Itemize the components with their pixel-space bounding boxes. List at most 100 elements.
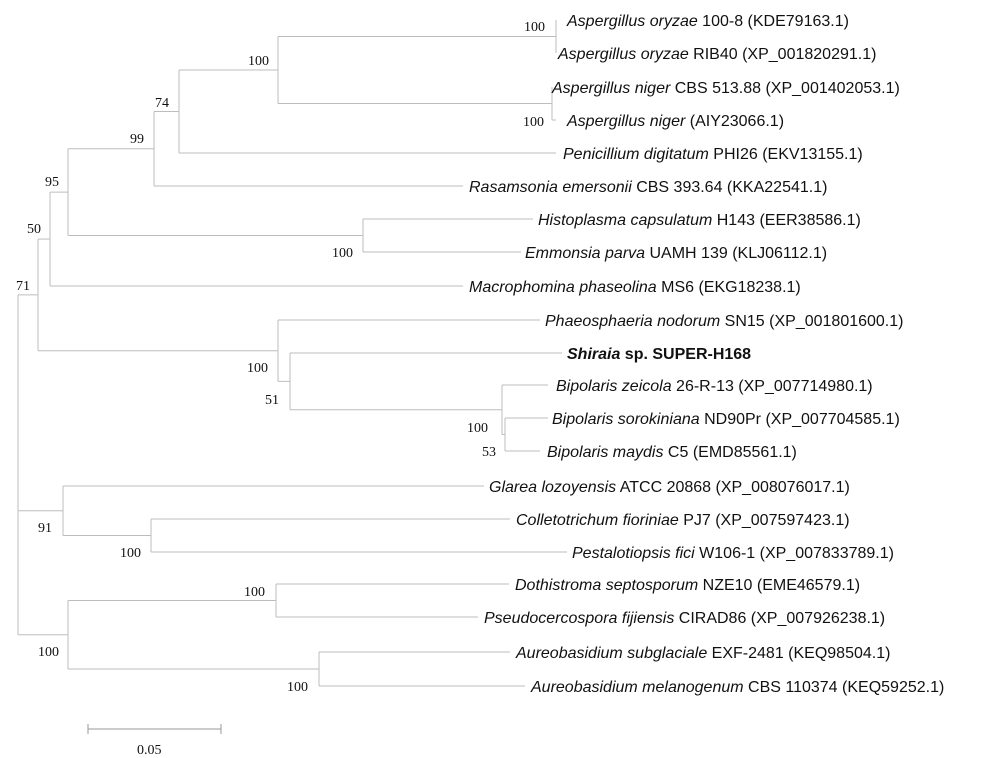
- tip-epithet: niger: [645, 113, 686, 130]
- tip-genus: Histoplasma: [538, 212, 626, 229]
- tip-epithet: lozoyensis: [537, 479, 616, 496]
- bootstrap-shiraia-bipolaris: 51: [265, 393, 279, 408]
- bootstrap-bipolaris-sorokiniana-maydis: 53: [482, 445, 496, 460]
- tip-accession: (AIY23066.1): [685, 113, 784, 130]
- bootstrap-values: 100 100 100 74 99 100 95 50 53 100 51 10…: [16, 20, 545, 695]
- tip-label-5: Rasamsonia emersonii CBS 393.64 (KKA2254…: [469, 179, 827, 196]
- tip-strain: MS6: [657, 279, 694, 296]
- tip-epithet: parva: [601, 245, 646, 262]
- scale-bar-label: 0.05: [137, 743, 162, 758]
- tip-label-11: Bipolaris zeicola 26-R-13 (XP_007714980.…: [556, 378, 873, 395]
- tip-accession: (KLJ06112.1): [728, 245, 827, 262]
- bootstrap-aspergillus-niger: 100: [523, 115, 544, 130]
- tip-genus: Phaeosphaeria: [545, 313, 653, 330]
- bootstrap-aspergillus-penicillium: 74: [155, 96, 169, 111]
- tip-strain: PJ7: [679, 512, 711, 529]
- tip-epithet: subglaciale: [623, 645, 708, 662]
- tip-genus: Pestalotiopsis: [572, 545, 671, 562]
- tip-strain: CBS 110374: [744, 679, 838, 696]
- scale-bar: 0.05: [87, 724, 222, 758]
- tip-genus: Bipolaris: [556, 378, 617, 395]
- tip-strain: CIRAD86: [674, 610, 746, 627]
- tip-epithet: oryzae: [636, 46, 689, 63]
- tip-epithet: digitatum: [639, 146, 708, 163]
- tip-label-19: Aureobasidium subglaciale EXF-2481 (KEQ9…: [515, 645, 890, 662]
- tip-label-3: Aspergillus niger (AIY23066.1): [566, 113, 784, 130]
- tip-epithet: emersonii: [558, 179, 632, 196]
- tip-accession: (EMD85561.1): [688, 444, 797, 461]
- tip-epithet: fioriniae: [618, 512, 679, 529]
- tip-genus: Dothistroma: [515, 577, 601, 594]
- tip-strain: UAMH 139: [645, 245, 728, 262]
- tip-strain: W106-1: [695, 545, 756, 562]
- tip-label-18: Pseudocercospora fijiensis CIRAD86 (XP_0…: [484, 610, 885, 627]
- tip-label-2: Aspergillus niger CBS 513.88 (XP_0014020…: [551, 80, 900, 97]
- bootstrap-dothideomycetes-core: 71: [16, 279, 30, 294]
- tip-strain: PHI26: [709, 146, 758, 163]
- tip-genus: Macrophomina: [469, 279, 575, 296]
- tip-label-9: Phaeosphaeria nodorum SN15 (XP_001801600…: [545, 313, 903, 330]
- tip-accession: (KEQ59252.1): [838, 679, 945, 696]
- tip-strain: ND90Pr: [700, 411, 762, 428]
- tip-epithet: melanogenum: [638, 679, 744, 696]
- bootstrap-aspergillus: 100: [248, 54, 269, 69]
- tip-epithet: oryzae: [645, 13, 698, 30]
- tip-accession: (EKV13155.1): [758, 146, 863, 163]
- tip-accession: (XP_001820291.1): [738, 46, 877, 63]
- tip-accession: (KDE79163.1): [743, 13, 849, 30]
- bootstrap-with-macrophomina: 50: [27, 222, 41, 237]
- tip-label-8: Macrophomina phaseolina MS6 (EKG18238.1): [469, 279, 801, 296]
- tip-strain: H143: [712, 212, 755, 229]
- bootstrap-aspergillus-oryzae: 100: [524, 20, 545, 35]
- tip-genus: Aspergillus: [557, 46, 636, 63]
- tip-accession: (EER38586.1): [755, 212, 861, 229]
- tip-genus: Rasamsonia: [469, 179, 558, 196]
- tip-epithet: nodorum: [653, 313, 721, 330]
- bootstrap-aureobasidium: 100: [287, 680, 308, 695]
- tip-accession: (XP_001402053.1): [761, 80, 900, 97]
- tip-accession: (XP_008076017.1): [711, 479, 850, 496]
- bootstrap-leotio-sordario: 91: [38, 521, 52, 536]
- tip-genus: Glarea: [489, 479, 537, 496]
- tip-genus: Colletotrichum: [516, 512, 618, 529]
- tip-accession: (KKA22541.1): [722, 179, 827, 196]
- tip-epithet: fijiensis: [617, 610, 674, 627]
- tip-genus: Bipolaris: [547, 444, 608, 461]
- tip-accession: (KEQ98504.1): [784, 645, 891, 662]
- tip-genus: Emmonsia: [525, 245, 601, 262]
- tip-strain: EXF-2481: [707, 645, 784, 662]
- bootstrap-dothistroma-pseudocercospora: 100: [244, 585, 265, 600]
- tip-label-0: Aspergillus oryzae 100-8 (KDE79163.1): [566, 13, 849, 30]
- tip-strain: CBS 393.64: [632, 179, 723, 196]
- tip-epithet: capsulatum: [626, 212, 712, 229]
- tip-label-12: Bipolaris sorokiniana ND90Pr (XP_0077045…: [552, 411, 900, 428]
- tip-label-13: Bipolaris maydis C5 (EMD85561.1): [547, 444, 797, 461]
- tip-strain: 26-R-13: [672, 378, 734, 395]
- tip-genus: Penicillium: [563, 146, 639, 163]
- tip-genus: Aureobasidium: [515, 645, 623, 662]
- tip-label-4: Penicillium digitatum PHI26 (EKV13155.1): [563, 146, 863, 163]
- bootstrap-eurotiales: 99: [130, 132, 144, 147]
- tip-accession: (XP_007833789.1): [755, 545, 894, 562]
- tip-strain: sp. SUPER-H168: [620, 346, 751, 363]
- tip-epithet: maydis: [608, 444, 663, 461]
- tip-epithet: fici: [671, 545, 695, 562]
- tip-epithet: phaseolina: [575, 279, 657, 296]
- tip-accession: (XP_007704585.1): [761, 411, 900, 428]
- tip-label-17: Dothistroma septosporum NZE10 (EME46579.…: [515, 577, 860, 594]
- tree-branches: [17, 20, 567, 687]
- tip-label-15: Colletotrichum fioriniae PJ7 (XP_0075974…: [516, 512, 850, 529]
- tip-accession: (XP_007926238.1): [746, 610, 885, 627]
- tip-accession: (XP_001801600.1): [765, 313, 904, 330]
- tip-accession: (XP_007714980.1): [734, 378, 873, 395]
- tip-strain: SN15: [720, 313, 765, 330]
- tip-accession: (XP_007597423.1): [711, 512, 850, 529]
- tip-label-20: Aureobasidium melanogenum CBS 110374 (KE…: [530, 679, 944, 696]
- tip-strain: C5: [663, 444, 688, 461]
- tip-genus: Aspergillus: [551, 80, 630, 97]
- tip-label-1: Aspergillus oryzae RIB40 (XP_001820291.1…: [557, 46, 876, 63]
- tip-epithet: septosporum: [601, 577, 698, 594]
- tip-accession: (EME46579.1): [752, 577, 860, 594]
- tip-label-16: Pestalotiopsis fici W106-1 (XP_007833789…: [572, 545, 894, 562]
